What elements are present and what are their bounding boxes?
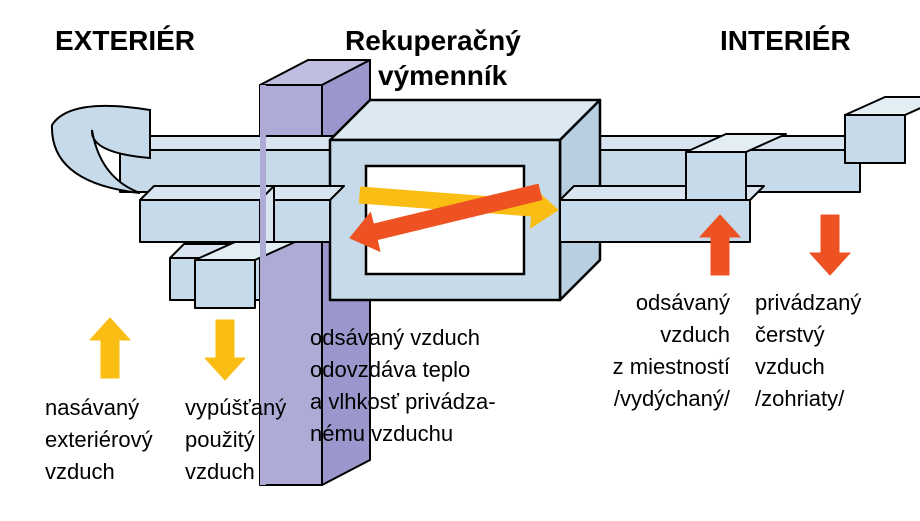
label-intake-0: nasávaný [45,395,139,420]
left-front-duct-front [140,200,330,242]
left-back-duct-top [120,136,344,150]
label-center-2: a vlhkosť privádza- [310,389,496,414]
label-center-0: odsávaný vzduch [310,325,480,350]
label-supply-0: privádzaný [755,290,861,315]
interior-supply-vent-front [845,115,905,163]
label-exhaust-1: použitý [185,427,255,452]
header-exterior: EXTERIÉR [55,25,195,56]
exchanger-top [330,100,600,140]
header-interior: INTERIÉR [720,25,851,56]
label-exhaust-0: vypúšťaný [185,395,286,420]
label-supply-1: čerstvý [755,322,825,347]
interior-extract-vent-front [686,152,746,200]
header-exchanger-2: výmenník [378,60,508,91]
label-center-3: nému vzduchu [310,421,453,446]
label-supply-3: /zohriaty/ [755,386,845,411]
label-extract-3: /vydýchaný/ [614,386,731,411]
label-supply-2: vzduch [755,354,825,379]
label-extract-1: vzduch [660,322,730,347]
header-exchanger-1: Rekuperačný [345,25,521,56]
label-center-1: odovzdáva teplo [310,357,470,382]
label-intake-2: vzduch [45,459,115,484]
left-front-duct-top [140,186,344,200]
label-exhaust-2: vzduch [185,459,255,484]
exterior-exhaust-vent-front [195,260,255,308]
label-extract-2: z miestností [613,354,730,379]
label-intake-1: exteriérový [45,427,153,452]
label-extract-0: odsávaný [636,290,730,315]
